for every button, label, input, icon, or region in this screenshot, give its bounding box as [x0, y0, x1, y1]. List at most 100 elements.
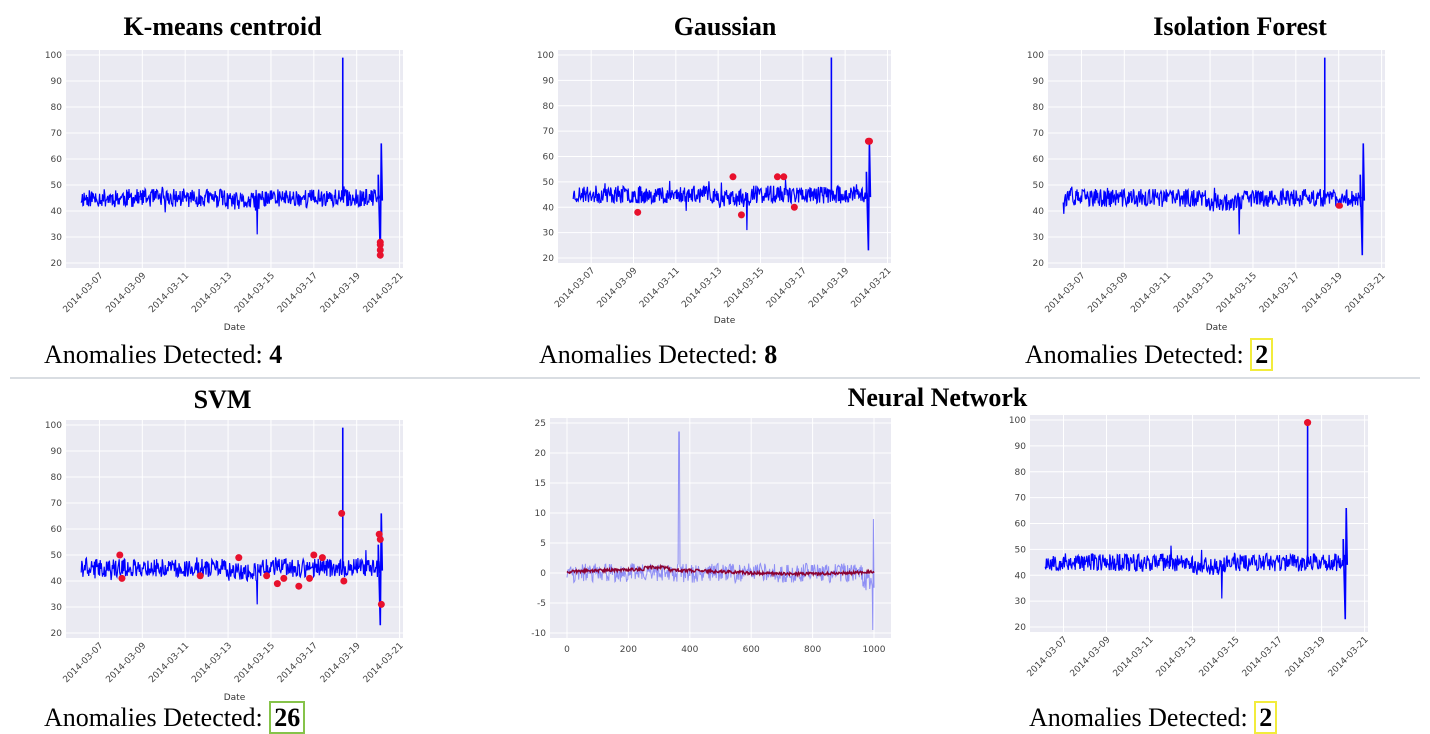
anomaly-point	[376, 238, 384, 246]
chart-0: 20304050607080901002014-03-072014-03-092…	[45, 50, 406, 333]
x-tick-label: 2014-03-21	[1344, 271, 1388, 315]
x-tick-label: 2014-03-11	[147, 271, 191, 315]
x-tick-label: 2014-03-07	[553, 266, 597, 310]
x-tick-label: 2014-03-19	[1301, 271, 1345, 315]
row-separator	[10, 377, 1420, 379]
x-tick-label: 2014-03-07	[1026, 635, 1070, 679]
x-tick-label: 2014-03-09	[1069, 635, 1113, 679]
series-line	[80, 550, 381, 605]
anomalies-label-neural-network: Anomalies Detected: 2	[1029, 701, 1278, 734]
x-tick-label: 800	[804, 645, 821, 655]
chart-1: 20304050607080901002014-03-072014-03-092…	[537, 50, 894, 326]
y-tick-label: 30	[51, 603, 63, 613]
y-tick-label: 60	[51, 155, 63, 165]
x-tick-label: 2014-03-11	[1112, 635, 1156, 679]
y-tick-label: 40	[543, 203, 555, 213]
x-axis-label: Date	[1206, 323, 1228, 333]
x-tick-label: 2014-03-07	[61, 271, 105, 315]
y-tick-label: 20	[535, 449, 547, 459]
y-tick-label: 50	[1033, 181, 1045, 191]
y-tick-label: 70	[51, 129, 63, 139]
x-tick-label: 2014-03-19	[319, 641, 363, 685]
plot-area	[550, 418, 891, 638]
anomalies-count-highlighted: 26	[269, 701, 306, 734]
anomaly-point	[780, 173, 788, 181]
anomalies-prefix: Anomalies Detected:	[539, 340, 765, 369]
anomaly-point	[737, 211, 745, 219]
y-tick-label: 60	[1015, 520, 1027, 530]
y-tick-label: 50	[51, 551, 63, 561]
x-tick-label: 2014-03-17	[1241, 635, 1285, 679]
y-tick-label: -10	[531, 629, 546, 639]
chart-4: -10 -5 0 5 10 15 20 25 0 200 400 600 800 1000	[531, 418, 891, 655]
anomalies-prefix: Anomalies Detected:	[44, 703, 270, 732]
anomalies-prefix: Anomalies Detected:	[1025, 340, 1251, 369]
x-tick-label: 1000	[863, 645, 886, 655]
anomaly-point	[729, 173, 737, 181]
anomalies-label-isolation-forest: Anomalies Detected: 2	[1025, 338, 1274, 371]
y-tick-label: 100	[45, 421, 62, 431]
anomaly-point	[235, 554, 243, 562]
x-tick-label: 2014-03-13	[1155, 635, 1199, 679]
anomaly-point	[280, 574, 288, 582]
x-axis-label: Date	[224, 323, 246, 333]
x-axis-label: Date	[714, 316, 736, 326]
y-tick-label: 80	[51, 103, 63, 113]
anomaly-point	[865, 137, 873, 145]
y-tick-label: 90	[1033, 77, 1045, 87]
x-tick-label: 2014-03-19	[319, 271, 363, 315]
anomaly-point	[375, 530, 383, 538]
x-tick-label: 2014-03-13	[190, 271, 234, 315]
anomalies-label-kmeans: Anomalies Detected: 4	[44, 340, 282, 370]
anomalies-prefix: Anomalies Detected:	[1029, 703, 1255, 732]
x-tick-label: 2014-03-09	[104, 641, 148, 685]
y-tick-label: 30	[1015, 597, 1027, 607]
y-tick-label: 70	[1033, 129, 1045, 139]
x-tick-label: 2014-03-15	[233, 271, 277, 315]
y-tick-label: 20	[543, 254, 555, 264]
series-line-raw	[566, 431, 875, 631]
anomaly-point	[263, 572, 271, 580]
series-line	[1062, 186, 1363, 235]
y-tick-label: 50	[543, 178, 555, 188]
x-tick-label: 2014-03-21	[362, 271, 406, 315]
anomalies-count: 8	[764, 340, 778, 369]
anomaly-point	[273, 580, 281, 588]
x-tick-label: 2014-03-21	[850, 266, 894, 310]
series-line	[80, 186, 381, 235]
x-tick-label: 2014-03-09	[104, 271, 148, 315]
y-tick-label: 60	[543, 153, 555, 163]
chart-title-svm: SVM	[193, 385, 252, 414]
anomaly-point	[306, 574, 314, 582]
y-tick-label: 80	[51, 473, 63, 483]
x-tick-label: 2014-03-15	[233, 641, 277, 685]
x-tick-label: 2014-03-13	[680, 266, 724, 310]
x-tick-label: 2014-03-13	[190, 641, 234, 685]
anomaly-point	[295, 582, 303, 590]
chart-title-gaussian: Gaussian	[673, 12, 777, 41]
x-tick-label: 600	[743, 645, 760, 655]
y-tick-label: 40	[51, 207, 63, 217]
x-tick-label: 2014-03-13	[1172, 271, 1216, 315]
anomalies-label-svm: Anomalies Detected: 26	[44, 701, 306, 734]
y-tick-label: 40	[1015, 571, 1027, 581]
x-tick-label: 2014-03-21	[1327, 635, 1371, 679]
y-tick-label: 90	[1015, 442, 1027, 452]
chart-title-kmeans: K-means centroid	[123, 12, 322, 41]
y-tick-label: 70	[1015, 494, 1027, 504]
anomaly-point	[376, 246, 384, 254]
y-tick-label: 5	[540, 539, 546, 549]
y-tick-label: 20	[1015, 623, 1027, 633]
y-tick-label: 50	[51, 181, 63, 191]
anomalies-label-gaussian: Anomalies Detected: 8	[539, 340, 777, 370]
anomalies-prefix: Anomalies Detected:	[44, 340, 270, 369]
y-tick-label: 10	[535, 509, 547, 519]
x-tick-label: 2014-03-11	[147, 641, 191, 685]
y-tick-label: 80	[1033, 103, 1045, 113]
anomaly-point	[376, 251, 384, 259]
series-line-smoothed	[566, 563, 875, 578]
chart-5: 20304050607080901002014-03-072014-03-092…	[1009, 415, 1371, 679]
y-tick-label: 80	[1015, 468, 1027, 478]
x-tick-label: 2014-03-15	[1215, 271, 1259, 315]
y-tick-label: 40	[51, 577, 63, 587]
